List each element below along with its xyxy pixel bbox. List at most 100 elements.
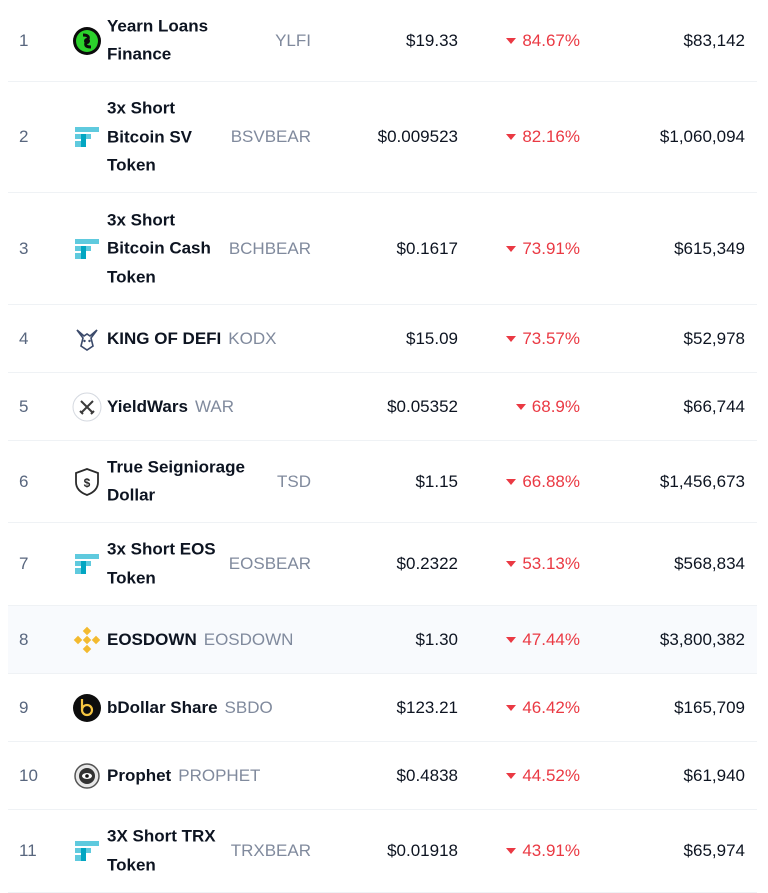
coin-symbol: KODX [228,328,277,348]
change-value: 43.91% [522,841,580,860]
caret-down-icon [506,245,517,252]
coin-name-cell[interactable]: YieldWars WAR [107,392,234,421]
caret-down-icon [506,134,517,140]
caret-down-icon [506,561,517,567]
table-row[interactable]: 6 $ True Seigniorage Dollar TSD $1.15 66… [8,441,757,523]
coin-name-cell[interactable]: Prophet PROPHET [107,761,260,790]
coin-name[interactable]: YieldWars [107,396,188,416]
change-24h: 68.9% [515,396,580,417]
price: $0.1617 [396,238,458,258]
volume: $1,456,673 [659,471,745,491]
volume: $568,834 [674,554,745,573]
coin-name-cell[interactable]: bDollar Share SBDO [107,693,273,722]
change-24h: 53.13% [506,554,580,574]
change-24h: 84.67% [506,31,580,51]
table-row[interactable]: 4 KING OF DEFI KODX $15.09 73.57% $52,978 [8,305,757,373]
caret-down-icon [515,403,526,410]
coin-name[interactable]: KING OF DEFI [107,328,222,348]
volume: $615,349 [674,238,745,258]
rank: 10 [19,765,38,785]
coin-symbol: BSVBEAR [230,127,311,146]
table-row[interactable]: 10 Prophet PROPHET $0.4838 44.52% $61,940 [8,742,757,810]
volume: $1,060,094 [659,127,745,146]
change-value: 68.9% [531,396,580,416]
price: $15.09 [406,328,458,348]
coin-name[interactable]: 3X Short TRX Token [107,826,216,875]
rank: 6 [19,471,29,491]
price: $0.009523 [377,127,458,146]
binance-icon [72,625,102,655]
change-value: 47.44% [522,629,580,649]
change-value: 66.88% [522,471,580,491]
change-value: 82.16% [522,127,580,146]
price: $0.01918 [387,841,458,860]
volume: $61,940 [683,765,745,785]
ftx-token-icon [72,549,102,579]
table-row[interactable]: 2 3x Short Bitcoin SV Token BSVBEAR $0.0… [8,82,757,193]
volume: $3,800,382 [659,629,745,649]
coin-symbol: TRXBEAR [230,841,311,860]
caret-down-icon [506,704,517,711]
rank: 2 [19,127,29,146]
change-value: 44.52% [522,765,580,785]
price: $1.15 [415,471,458,491]
rank: 8 [19,629,29,649]
volume: $83,142 [683,30,745,50]
table-row[interactable]: 9 bDollar Share SBDO $123.21 46.42% $165,… [8,674,757,742]
table-row[interactable]: 1 Yearn Loans Finance YLFI $19.33 84.67%… [8,0,757,82]
table-row[interactable]: 7 3x Short EOS Token EOSBEAR $0.2322 53.… [8,523,757,606]
volume: $66,744 [683,396,745,416]
rank: 4 [19,328,29,348]
rank: 5 [19,396,29,416]
change-24h: 46.42% [506,698,580,718]
coin-symbol: BCHBEAR [228,238,311,258]
bdollar-icon [72,693,102,723]
change-24h: 73.91% [506,239,580,259]
table-row[interactable]: 11 3X Short TRX Token TRXBEAR $0.01918 4… [8,810,757,893]
change-24h: 43.91% [506,841,580,861]
coin-name[interactable]: Prophet [107,765,172,785]
coin-name[interactable]: True Seigniorage Dollar [107,457,245,505]
svg-text:$: $ [84,476,91,490]
yieldwars-icon [72,392,102,422]
losers-table: 1 Yearn Loans Finance YLFI $19.33 84.67%… [8,0,757,893]
coin-name-cell[interactable]: EOSDOWN EOSDOWN [107,625,293,654]
price: $123.21 [396,697,458,717]
coin-name[interactable]: bDollar Share [107,697,218,717]
change-24h: 47.44% [506,630,580,650]
coin-name[interactable]: 3x Short Bitcoin SV Token [107,98,193,175]
tsd-shield-icon: $ [72,467,102,497]
price: $0.2322 [396,554,458,573]
prophet-icon [72,761,102,791]
rank: 9 [19,697,29,717]
change-value: 84.67% [522,30,580,50]
coin-name[interactable]: 3x Short Bitcoin Cash Token [107,209,211,286]
rank: 3 [19,238,29,258]
table-row[interactable]: 8 EOSDOWN EOSDOWN $1.30 47.44% $3,800,382 [8,606,757,674]
price: $1.30 [415,629,458,649]
coin-symbol: EOSDOWN [203,629,294,649]
caret-down-icon [506,772,517,779]
caret-down-icon [506,335,517,342]
coin-name[interactable]: EOSDOWN [107,629,197,649]
coin-name[interactable]: Yearn Loans Finance [107,16,209,64]
caret-down-icon [506,478,517,485]
change-24h: 73.57% [506,329,580,349]
table-row[interactable]: 5 YieldWars WAR $0.05352 68.9% $66,744 [8,373,757,441]
rank: 7 [19,554,29,573]
king-of-defi-icon [72,324,102,354]
table-row[interactable]: 3 3x Short Bitcoin Cash Token BCHBEAR $0… [8,193,757,305]
rank: 1 [19,30,29,50]
change-value: 53.13% [522,554,580,573]
coin-symbol: EOSBEAR [228,554,311,573]
ftx-token-icon [72,234,102,264]
change-value: 73.91% [522,238,580,258]
ftx-token-icon [72,836,102,866]
coin-name-cell[interactable]: KING OF DEFI KODX [107,324,276,353]
coin-symbol: SBDO [224,697,273,717]
volume: $65,974 [683,841,745,860]
volume: $52,978 [683,328,745,348]
coin-name[interactable]: 3x Short EOS Token [107,539,216,588]
change-24h: 82.16% [506,127,580,147]
coin-symbol: PROPHET [178,765,261,785]
